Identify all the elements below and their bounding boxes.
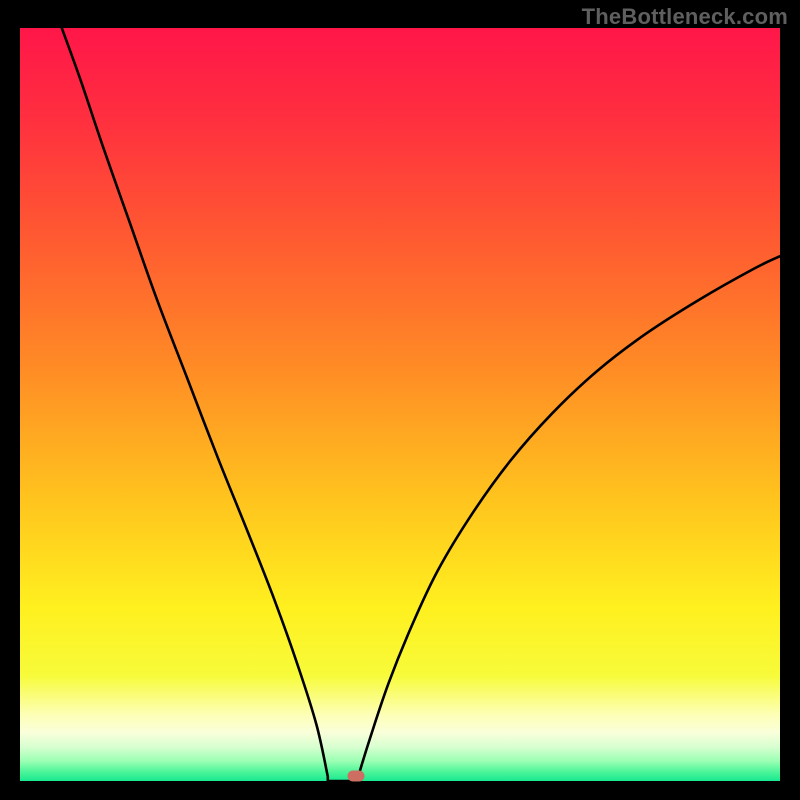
chart-frame: TheBottleneck.com bbox=[0, 0, 800, 800]
vertex-marker bbox=[347, 771, 364, 782]
plot-background bbox=[20, 28, 780, 781]
bottleneck-plot bbox=[20, 28, 780, 781]
watermark-text: TheBottleneck.com bbox=[582, 4, 788, 30]
